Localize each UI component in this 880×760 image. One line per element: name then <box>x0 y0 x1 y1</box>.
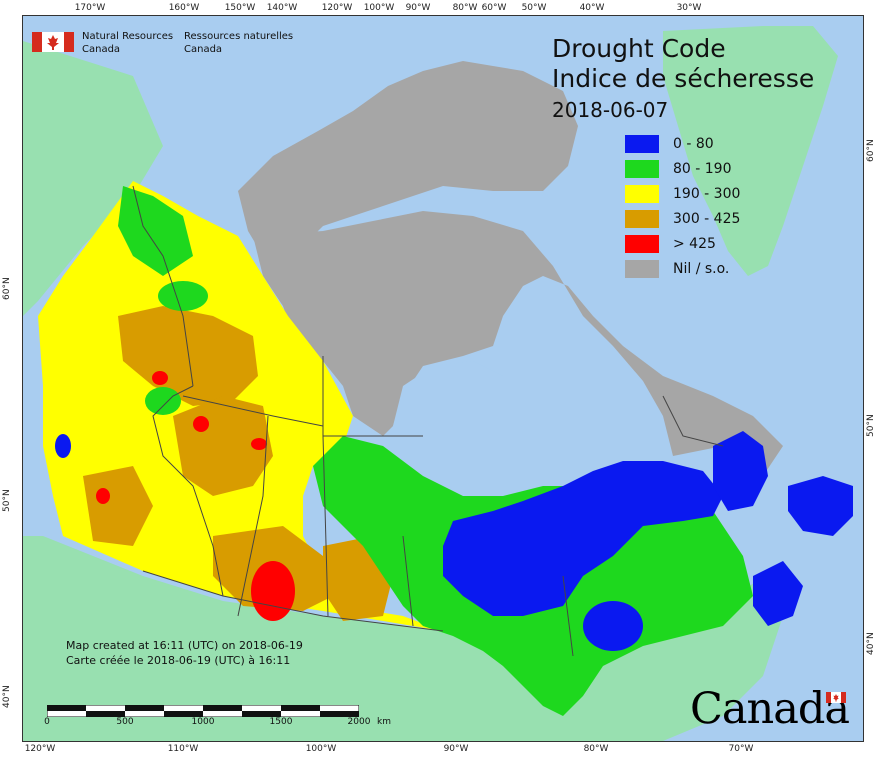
provincial-boundaries <box>132 185 724 657</box>
alaska-land <box>23 41 163 316</box>
top-tick: 100°W <box>363 3 395 13</box>
right-tick: 40°N <box>866 632 876 655</box>
left-tick: 40°N <box>2 685 12 708</box>
bottom-tick: 120°W <box>24 744 56 754</box>
top-tick: 50°W <box>521 3 547 13</box>
legend-swatch <box>625 235 659 253</box>
top-tick: 60°W <box>481 3 507 13</box>
region-80-190-c <box>145 387 181 415</box>
usa-land <box>23 536 783 741</box>
scale-label: 1000 <box>191 717 215 727</box>
credit-fr: Carte créée le 2018-06-19 (UTC) à 16:11 <box>66 654 291 667</box>
agency-en-line1: Natural Resources <box>82 31 174 42</box>
legend-label: Nil / s.o. <box>673 261 730 277</box>
drought-map <box>23 26 853 741</box>
legend-label: 300 - 425 <box>673 211 741 227</box>
agency-fr-line1: Ressources naturelles <box>184 31 294 42</box>
wordmark-flag-icon <box>826 692 846 703</box>
region-over-425-a <box>251 561 295 621</box>
map-date: 2018-06-07 <box>552 98 669 122</box>
agency-fr-line2: Canada <box>184 44 223 55</box>
scale-label: 1500 <box>269 717 293 727</box>
north-nil-region <box>253 211 783 476</box>
region-80-190-b <box>158 281 208 311</box>
top-tick: 160°W <box>168 3 200 13</box>
greenland-land <box>663 26 838 276</box>
scale-label: 500 <box>116 717 134 727</box>
top-tick: 140°W <box>266 3 298 13</box>
legend-label: 190 - 300 <box>673 186 741 202</box>
region-0-80-bc-coast <box>55 434 71 458</box>
map-canvas <box>22 15 864 742</box>
top-tick: 120°W <box>321 3 353 13</box>
arctic-islands <box>238 61 578 266</box>
region-300-425-c <box>83 466 153 546</box>
top-tick: 80°W <box>452 3 478 13</box>
map-title-en: Drought Code <box>552 34 726 63</box>
top-tick: 90°W <box>405 3 431 13</box>
legend-swatch <box>625 160 659 178</box>
credit-en: Map created at 16:11 (UTC) on 2018-06-19 <box>66 639 303 652</box>
agency-en-line2: Canada <box>82 44 121 55</box>
bottom-tick: 80°W <box>583 744 609 754</box>
legend-swatch <box>625 185 659 203</box>
right-tick: 50°N <box>866 414 876 437</box>
region-80-190-nw <box>118 186 193 276</box>
legend-label: 0 - 80 <box>673 136 714 152</box>
legend-swatch <box>625 260 659 278</box>
bottom-tick: 70°W <box>728 744 754 754</box>
canada-flag-icon <box>32 32 74 52</box>
bottom-tick: 100°W <box>305 744 337 754</box>
left-tick: 60°N <box>2 277 12 300</box>
map-title-fr: Indice de sécheresse <box>552 64 815 93</box>
top-tick: 170°W <box>74 3 106 13</box>
region-0-80-maritimes <box>753 561 803 626</box>
region-over-425-d <box>152 371 168 385</box>
legend-label: > 425 <box>673 236 716 252</box>
top-tick: 40°W <box>579 3 605 13</box>
right-tick: 60°N <box>866 139 876 162</box>
region-0-80-labrador <box>713 431 768 511</box>
top-tick: 150°W <box>224 3 256 13</box>
region-over-425-e <box>96 488 110 504</box>
left-tick: 50°N <box>2 489 12 512</box>
scale-bar <box>47 705 359 717</box>
legend-label: 80 - 190 <box>673 161 732 177</box>
bottom-tick: 90°W <box>443 744 469 754</box>
top-tick: 30°W <box>676 3 702 13</box>
scale-label: 0 <box>44 717 50 727</box>
scale-unit: km <box>377 717 391 727</box>
scale-label: 2000 <box>347 717 371 727</box>
legend-swatch <box>625 210 659 228</box>
region-over-425-b <box>193 416 209 432</box>
canada-wordmark: Canada <box>690 684 850 734</box>
region-0-80-quebec <box>443 461 723 616</box>
legend-swatch <box>625 135 659 153</box>
region-over-425-c <box>251 438 267 450</box>
hudson-bay <box>393 361 533 496</box>
region-0-80-newfoundland <box>788 476 853 536</box>
bottom-tick: 110°W <box>167 744 199 754</box>
region-0-80-ontario <box>583 601 643 651</box>
